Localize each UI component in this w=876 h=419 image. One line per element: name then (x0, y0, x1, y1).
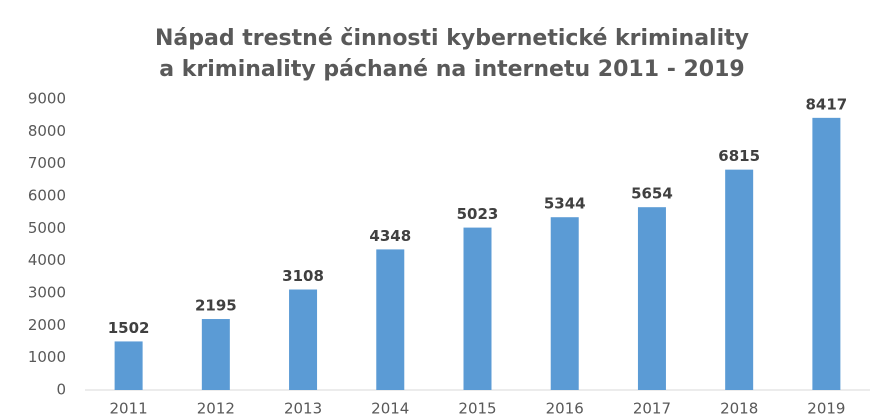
value-label: 5654 (631, 185, 673, 203)
x-tick-label: 2019 (807, 400, 845, 418)
bar (812, 117, 841, 390)
x-tick-label: 2016 (546, 400, 584, 418)
value-label: 8417 (806, 95, 848, 113)
y-tick-label: 4000 (28, 251, 66, 269)
y-tick-label: 1000 (28, 348, 66, 366)
bar (550, 217, 579, 390)
value-label: 5023 (457, 205, 499, 223)
y-tick-label: 9000 (28, 90, 66, 108)
x-tick-label: 2014 (371, 400, 409, 418)
y-tick-label: 5000 (28, 219, 66, 237)
y-tick-label: 6000 (28, 187, 66, 205)
value-label: 2195 (195, 297, 237, 315)
y-tick-label: 8000 (28, 122, 66, 140)
bar (637, 207, 666, 390)
value-label: 4348 (369, 227, 411, 245)
value-label: 1502 (108, 319, 150, 337)
x-tick-label: 2017 (633, 400, 671, 418)
bar (725, 169, 754, 390)
y-tick-label: 2000 (28, 316, 66, 334)
x-tick-label: 2013 (284, 400, 322, 418)
x-tick-label: 2012 (197, 400, 235, 418)
value-label: 6815 (718, 147, 760, 165)
value-label: 3108 (282, 267, 324, 285)
y-tick-label: 3000 (28, 284, 66, 302)
x-tick-label: 2011 (110, 400, 148, 418)
y-tick-label: 0 (56, 381, 66, 399)
bar (463, 227, 492, 390)
bar (201, 319, 230, 390)
bar (376, 249, 405, 390)
chart-title: a kriminality páchané na internetu 2011 … (159, 57, 744, 82)
bar (289, 289, 318, 390)
chart-title: Nápad trestné činnosti kybernetické krim… (155, 26, 749, 51)
x-tick-label: 2018 (720, 400, 758, 418)
x-tick-label: 2015 (458, 400, 496, 418)
value-label: 5344 (544, 195, 586, 213)
bar (114, 341, 143, 390)
y-tick-label: 7000 (28, 154, 66, 172)
